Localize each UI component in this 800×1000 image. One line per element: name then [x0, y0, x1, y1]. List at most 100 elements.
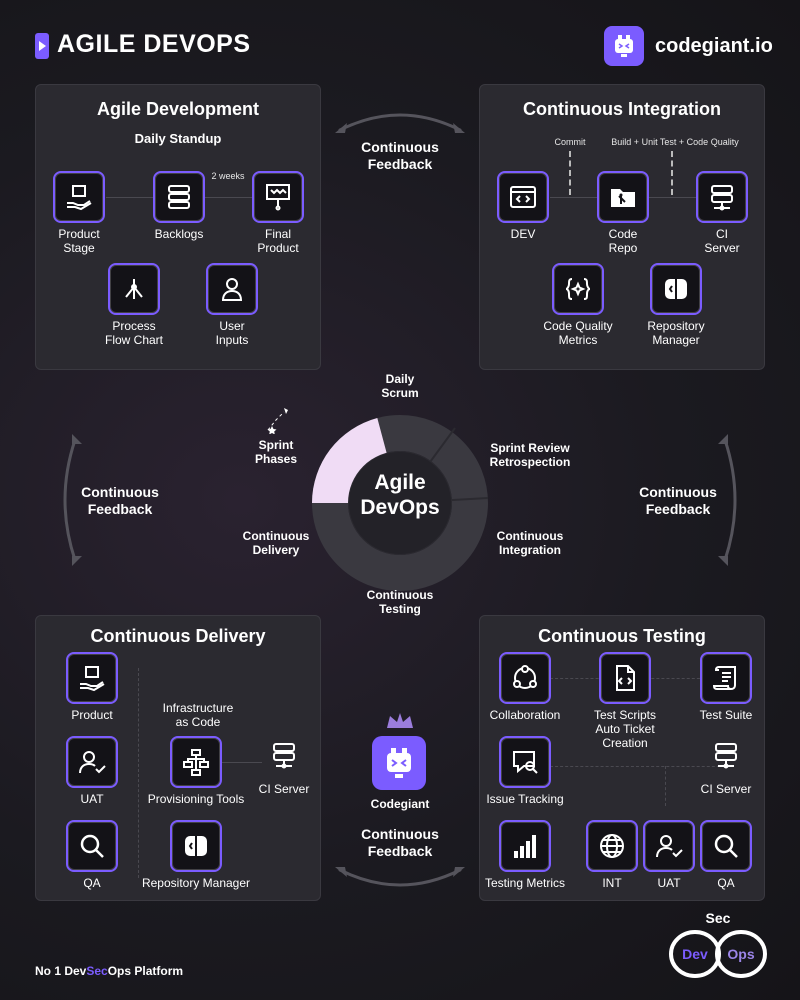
agile-node-product-stage[interactable]: Product Stage	[53, 171, 105, 255]
cd-node-qa[interactable]: QA	[66, 820, 118, 890]
ct-node-test-suite[interactable]: Test Suite	[700, 652, 752, 722]
ring-center-label: Agile DevOps	[360, 471, 440, 519]
feedback-bottom-label: Continuous Feedback	[361, 826, 439, 859]
ct-label-ci-server: CI Server	[700, 782, 752, 796]
braces-sparkle-icon	[552, 263, 604, 315]
ct-label-int: INT	[602, 876, 622, 890]
feedback-arc-left	[63, 438, 77, 562]
repository-icon	[650, 263, 702, 315]
user-check-icon	[66, 736, 118, 788]
cd-node-product[interactable]: Product	[66, 652, 118, 722]
continuous-testing-title: Continuous Testing	[538, 626, 706, 646]
ci-label-repository-manager: Repository Manager	[647, 319, 705, 347]
continuous-delivery-title: Continuous Delivery	[90, 626, 266, 646]
ct-node-test-scripts[interactable]: Test Scripts Auto Ticket Creation	[594, 652, 656, 750]
cd-server-connector	[222, 762, 262, 763]
ct-label-issue-tracking: Issue Tracking	[486, 792, 564, 806]
infinity-loop-icon	[669, 930, 767, 978]
feedback-right-label: Continuous Feedback	[639, 484, 717, 517]
board-icon	[252, 171, 304, 223]
feedback-left-label: Continuous Feedback	[81, 484, 159, 517]
ci-node-code-quality-metrics[interactable]: Code Quality Metrics	[543, 263, 613, 347]
ct-node-int[interactable]: INT	[586, 820, 638, 890]
footer-sec: Sec	[86, 964, 108, 978]
ring-label-sprint-phases: Sprint Phases	[254, 438, 298, 466]
repository-icon	[170, 820, 222, 872]
agile-node-final-product[interactable]: Final Product	[252, 171, 304, 255]
globe-icon	[586, 820, 638, 872]
ct-connector-mid	[550, 766, 730, 767]
hand-box-icon	[66, 652, 118, 704]
ring-label-continuous-integration: Continuous Integration	[496, 529, 564, 557]
cd-node-uat[interactable]: UAT	[66, 736, 118, 806]
cd-label-product: Product	[71, 708, 113, 722]
sparkle-arrow-icon	[267, 408, 288, 434]
cd-label-provisioning-tools: Provisioning Tools	[147, 792, 245, 806]
cd-node-ci-server[interactable]: CI Server	[258, 740, 310, 796]
cd-label-ci-server: CI Server	[258, 782, 310, 796]
ct-node-collaboration[interactable]: Collaboration	[490, 652, 560, 722]
commit-dash	[569, 151, 571, 195]
magnifier-icon	[700, 820, 752, 872]
brand-name[interactable]: codegiant.io	[655, 35, 773, 57]
ci-label-dev: DEV	[510, 227, 536, 241]
crown-icon	[387, 713, 413, 728]
ct-node-qa[interactable]: QA	[700, 820, 752, 890]
ct-node-uat[interactable]: UAT	[643, 820, 695, 890]
ct-label-qa: QA	[717, 876, 735, 890]
server-icon	[700, 740, 752, 778]
build-label: Build + Unit Test + Code Quality	[611, 137, 739, 147]
ci-node-code-repo[interactable]: Code Repo	[597, 171, 649, 255]
cd-connector	[138, 668, 139, 878]
codegiant-mascot-icon[interactable]	[372, 736, 426, 790]
ct-label-test-suite: Test Suite	[699, 708, 753, 722]
continuous-delivery-panel: Continuous Delivery Infrastructure as Co…	[35, 615, 321, 901]
cd-label-uat: UAT	[80, 792, 104, 806]
badge-sec: Sec	[705, 910, 731, 926]
iac-label: Infrastructure as Code	[162, 701, 234, 729]
git-folder-icon	[597, 171, 649, 223]
agile-node-user-inputs[interactable]: User Inputs	[206, 263, 258, 347]
agile-node-process-flow-chart[interactable]: Process Flow Chart	[105, 263, 163, 347]
cd-node-repository-manager[interactable]: Repository Manager	[142, 820, 250, 890]
chat-search-icon	[499, 736, 551, 788]
page-title: AGILE DEVOPS	[57, 30, 251, 58]
ct-label-collaboration: Collaboration	[489, 708, 561, 722]
ci-node-ci-server[interactable]: CI Server	[696, 171, 748, 255]
agile-development-title: Agile Development	[96, 99, 260, 119]
commit-label: Commit	[554, 137, 586, 147]
badge-dev: Dev	[682, 946, 708, 962]
ct-connector-vert	[665, 766, 666, 806]
feedback-arc-bottom	[338, 868, 462, 887]
code-window-icon	[497, 171, 549, 223]
continuous-testing-panel: Continuous Testing Collaboration Test Sc…	[479, 615, 765, 901]
codegiant-logo-icon	[604, 26, 644, 66]
codegiant-label: Codegiant	[370, 797, 430, 811]
continuous-integration-panel: Continuous Integration Commit Build + Un…	[479, 84, 765, 370]
cd-node-provisioning-tools[interactable]: Provisioning Tools	[148, 736, 244, 806]
agile-label-process-flow-chart: Process Flow Chart	[104, 319, 163, 347]
agile-label-final-product: Final Product	[257, 227, 299, 255]
ct-node-testing-metrics[interactable]: Testing Metrics	[485, 820, 565, 890]
devsecops-badge: Sec Dev Ops	[668, 910, 768, 980]
ct-node-ci-server[interactable]: CI Server	[700, 740, 752, 796]
ci-node-repository-manager[interactable]: Repository Manager	[647, 263, 705, 347]
server-icon	[258, 740, 310, 778]
daily-standup-label: Daily Standup	[134, 131, 222, 146]
ct-node-issue-tracking[interactable]: Issue Tracking	[486, 736, 564, 806]
agile-node-backlogs[interactable]: Backlogs	[153, 171, 205, 241]
agile-development-panel: Agile Development Daily Standup 2 weeks …	[35, 84, 321, 370]
agile-label-backlogs: Backlogs	[154, 227, 204, 241]
feedback-arc-right	[723, 438, 737, 562]
feedback-top-label: Continuous Feedback	[361, 139, 439, 172]
hand-box-icon	[53, 171, 105, 223]
ci-node-dev[interactable]: DEV	[497, 171, 549, 241]
server-icon	[696, 171, 748, 223]
agile-devops-ring	[312, 415, 489, 591]
ring-label-continuous-delivery: Continuous Delivery	[242, 529, 310, 557]
code-file-icon	[599, 652, 651, 704]
ci-label-code-quality-metrics: Code Quality Metrics	[543, 319, 613, 347]
bar-chart-icon	[499, 820, 551, 872]
hierarchy-icon	[170, 736, 222, 788]
